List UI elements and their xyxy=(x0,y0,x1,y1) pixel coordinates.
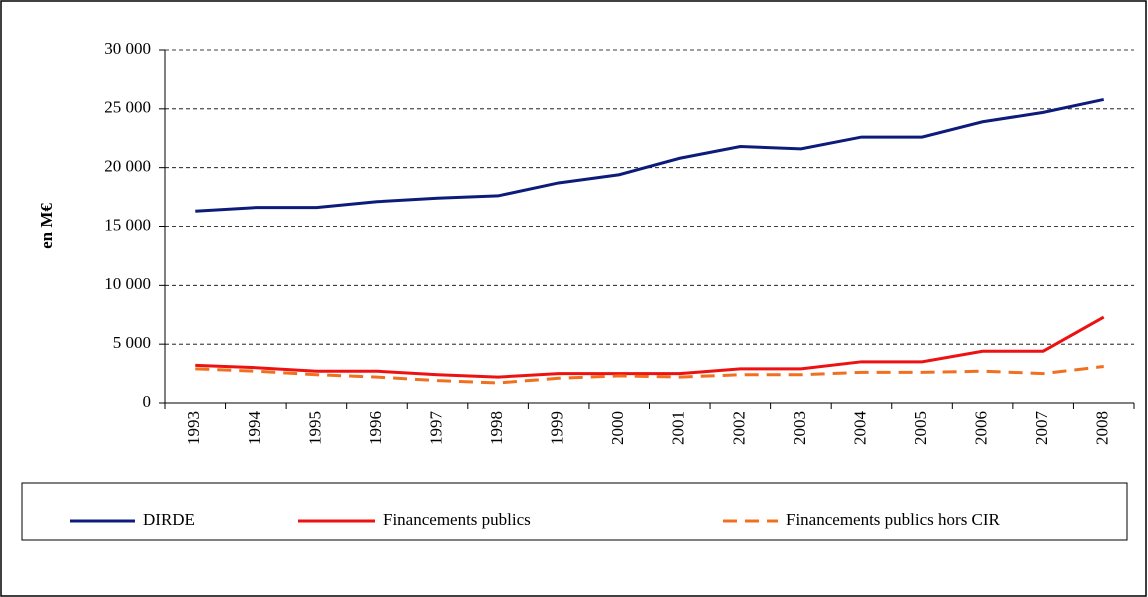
x-tick-label: 1999 xyxy=(548,411,567,445)
series-line xyxy=(195,97,1105,213)
y-tick-label: 10 000 xyxy=(104,274,151,293)
y-tick-label: 15 000 xyxy=(104,215,151,234)
x-tick-label: 1996 xyxy=(366,411,385,445)
y-tick-label: 20 000 xyxy=(104,157,151,176)
y-tick-label: 25 000 xyxy=(104,98,151,117)
y-tick-label: 5 000 xyxy=(113,333,151,352)
legend-label: DIRDE xyxy=(143,510,195,529)
legend-label: Financements publics xyxy=(383,510,531,529)
y-tick-label: 0 xyxy=(143,392,152,411)
x-tick-label: 2001 xyxy=(669,411,688,445)
y-axis-label: en M€ xyxy=(37,203,56,249)
series-line xyxy=(195,365,1104,385)
x-tick-label: 2005 xyxy=(911,411,930,445)
legend-label: Financements publics hors CIR xyxy=(786,510,1001,529)
legend-box xyxy=(21,482,1128,541)
x-tick-label: 1994 xyxy=(245,411,264,446)
x-tick-label: 1998 xyxy=(487,411,506,445)
series-line xyxy=(195,315,1105,379)
x-tick-label: 1993 xyxy=(184,411,203,445)
x-tick-label: 1995 xyxy=(305,411,324,445)
x-tick-label: 2006 xyxy=(972,411,991,445)
x-tick-label: 2000 xyxy=(608,411,627,445)
x-tick-label: 2004 xyxy=(850,411,869,446)
x-tick-label: 2007 xyxy=(1032,411,1051,446)
y-tick-label: 30 000 xyxy=(104,39,151,58)
x-tick-label: 2003 xyxy=(790,411,809,445)
x-tick-label: 2008 xyxy=(1093,411,1112,445)
x-tick-label: 2002 xyxy=(729,411,748,445)
x-tick-label: 1997 xyxy=(426,411,445,446)
